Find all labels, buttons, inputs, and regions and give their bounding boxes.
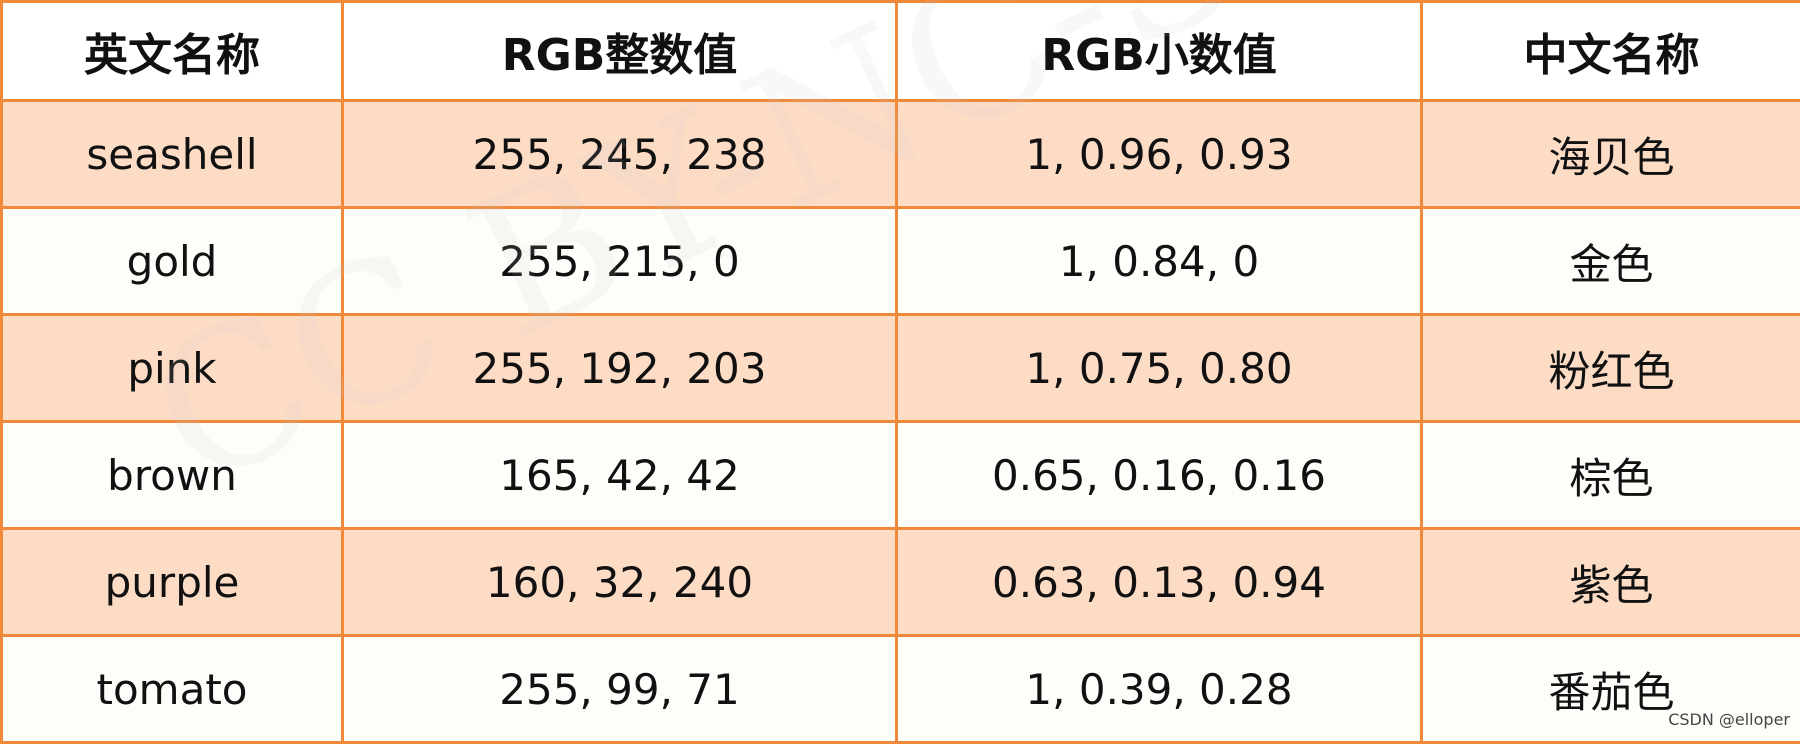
table-cell: pink [2, 315, 343, 422]
table-cell: 255, 215, 0 [343, 208, 897, 315]
table-cell: 255, 99, 71 [343, 636, 897, 743]
table-cell: 165, 42, 42 [343, 422, 897, 529]
table-cell: 1, 0.96, 0.93 [897, 101, 1422, 208]
header-cell: RGB小数值 [897, 2, 1422, 101]
table-cell: 棕色 [1422, 422, 1800, 529]
table-cell: purple [2, 529, 343, 636]
header-cell: RGB整数值 [343, 2, 897, 101]
table-cell: 1, 0.39, 0.28 [897, 636, 1422, 743]
table-cell: gold [2, 208, 343, 315]
table-cell: tomato [2, 636, 343, 743]
table-cell: 0.65, 0.16, 0.16 [897, 422, 1422, 529]
table-cell: 海贝色 [1422, 101, 1800, 208]
table-cell: 0.63, 0.13, 0.94 [897, 529, 1422, 636]
footer: CSDN @elloper [1668, 710, 1790, 729]
table-cell: 紫色 [1422, 529, 1800, 636]
table-cell: brown [2, 422, 343, 529]
header-cell: 中文名称 [1422, 2, 1800, 101]
table-cell: 金色 [1422, 208, 1800, 315]
table-cell: 1, 0.75, 0.80 [897, 315, 1422, 422]
table-cell: 255, 245, 238 [343, 101, 897, 208]
table-cell: seashell [2, 101, 343, 208]
table-cell: 粉红色 [1422, 315, 1800, 422]
table-cell: 1, 0.84, 0 [897, 208, 1422, 315]
table-cell: 255, 192, 203 [343, 315, 897, 422]
header-cell: 英文名称 [2, 2, 343, 101]
table-cell: 160, 32, 240 [343, 529, 897, 636]
